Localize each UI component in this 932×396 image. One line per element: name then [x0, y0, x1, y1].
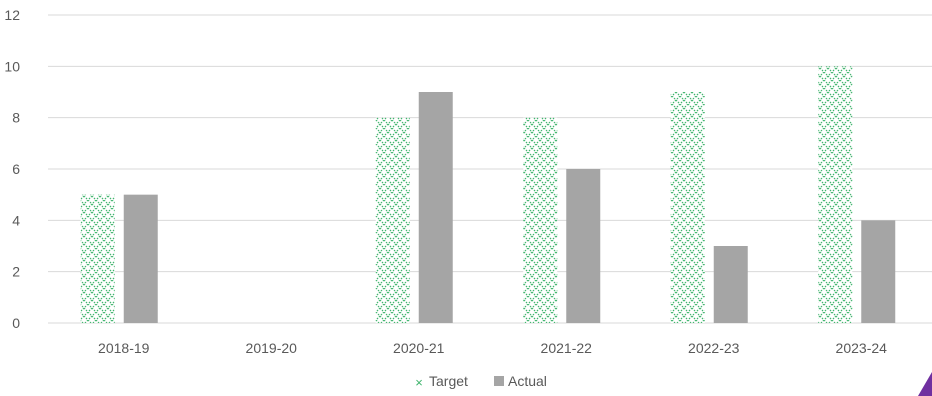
- legend-label-target: Target: [429, 373, 468, 389]
- legend-actual-marker: [494, 376, 504, 386]
- x-tick-label: 2021-22: [541, 340, 593, 356]
- legend: × Target Actual: [415, 373, 547, 390]
- y-tick-label: 12: [4, 7, 20, 23]
- bar-actual-2022-23: [713, 246, 748, 323]
- x-tick-label: 2022-23: [688, 340, 740, 356]
- y-tick-label: 2: [12, 264, 20, 280]
- y-tick-label: 0: [12, 315, 20, 331]
- gridlines: [48, 14, 932, 324]
- y-tick-label: 4: [12, 212, 20, 228]
- bar-target-2022-23: [670, 92, 705, 323]
- bar-actual-2023-24: [861, 220, 896, 323]
- legend-target-marker: ×: [415, 375, 423, 390]
- y-tick-label: 8: [12, 110, 20, 126]
- bar-target-2020-21: [375, 117, 410, 324]
- bars: [80, 66, 896, 324]
- y-tick-label: 6: [12, 161, 20, 177]
- bar-target-2021-22: [523, 117, 558, 324]
- x-tick-label: 2020-21: [393, 340, 445, 356]
- y-axis-ticks: 0 2 4 6 8 10 12: [4, 7, 20, 331]
- x-tick-label: 2018-19: [98, 340, 150, 356]
- bar-actual-2020-21: [418, 92, 453, 323]
- bar-target-2018-19: [80, 194, 115, 323]
- x-tick-label: 2023-24: [836, 340, 888, 356]
- bar-actual-2018-19: [123, 194, 158, 323]
- legend-label-actual: Actual: [508, 373, 547, 389]
- y-tick-label: 10: [4, 58, 20, 74]
- x-axis-ticks: 2018-19 2019-20 2020-21 2021-22 2022-23 2023-…: [98, 340, 887, 356]
- x-tick-label: 2019-20: [246, 340, 298, 356]
- bar-target-2023-24: [818, 66, 853, 323]
- corner-accent-shape: [918, 372, 932, 396]
- bar-actual-2021-22: [566, 169, 601, 323]
